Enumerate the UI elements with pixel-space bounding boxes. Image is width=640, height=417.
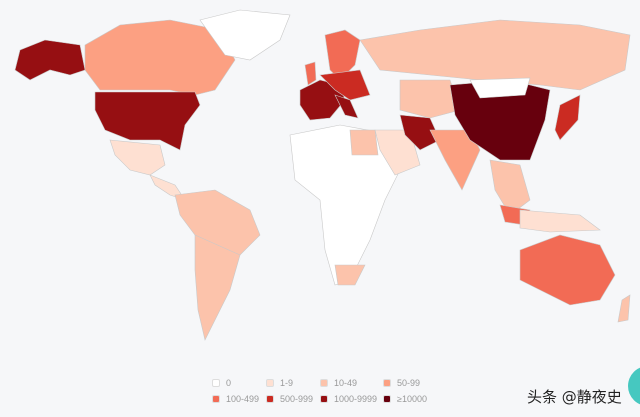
legend-item-4[interactable]: 100-499 (212, 394, 266, 404)
region-egypt[interactable] (349, 129, 379, 156)
region-central-asia[interactable] (399, 79, 461, 119)
legend-swatch (383, 395, 391, 403)
legend-item-5[interactable]: 500-999 (266, 394, 320, 404)
region-australia[interactable] (519, 234, 616, 306)
floating-action-button[interactable] (628, 366, 640, 406)
legend-item-2[interactable]: 10-49 (320, 378, 383, 388)
legend-label: 100-499 (226, 394, 260, 404)
legend-item-3[interactable]: 50-99 (383, 378, 443, 388)
region-central-europe[interactable] (319, 69, 371, 101)
region-canada[interactable] (84, 19, 236, 96)
legend-item-1[interactable]: 1-9 (266, 378, 320, 388)
region-italy[interactable] (334, 94, 359, 119)
region-indonesia[interactable] (519, 209, 601, 233)
region-greenland[interactable] (199, 9, 291, 61)
legend-swatch (266, 379, 274, 387)
region-south-africa[interactable] (334, 264, 366, 286)
region-south-america-south[interactable] (194, 234, 241, 341)
legend-swatch (212, 395, 220, 403)
legend-swatch (383, 379, 391, 387)
legend-swatch (320, 379, 328, 387)
legend-label: ≥10000 (397, 394, 427, 404)
region-new-zealand[interactable] (617, 294, 631, 323)
region-western-europe[interactable] (299, 79, 346, 121)
legend-item-0[interactable]: 0 (212, 378, 266, 388)
legend-swatch (320, 395, 328, 403)
legend-swatch (266, 395, 274, 403)
legend-label: 500-999 (280, 394, 314, 404)
region-mexico[interactable] (109, 139, 166, 176)
region-iran[interactable] (399, 114, 441, 151)
region-alaska[interactable] (14, 39, 86, 81)
region-russia[interactable] (359, 19, 631, 91)
legend: 0 1-9 10-49 50-99 100-499 500-999 1000-9… (212, 378, 443, 404)
legend-label: 10-49 (334, 378, 358, 388)
region-japan[interactable] (554, 94, 581, 141)
watermark: 头条 @静夜史 (527, 388, 622, 406)
region-india[interactable] (429, 129, 481, 191)
legend-item-6[interactable]: 1000-9999 (320, 394, 383, 404)
legend-item-7[interactable]: ≥10000 (383, 394, 443, 404)
legend-label: 50-99 (397, 378, 421, 388)
legend-label: 1-9 (280, 378, 294, 388)
region-scandinavia[interactable] (324, 29, 361, 81)
region-se-asia[interactable] (489, 159, 531, 216)
region-usa[interactable] (94, 91, 201, 151)
region-uk[interactable] (304, 61, 317, 86)
region-mongolia[interactable] (469, 77, 531, 99)
legend-label: 1000-9999 (334, 394, 378, 404)
legend-swatch (212, 379, 220, 387)
legend-label: 0 (226, 378, 232, 388)
